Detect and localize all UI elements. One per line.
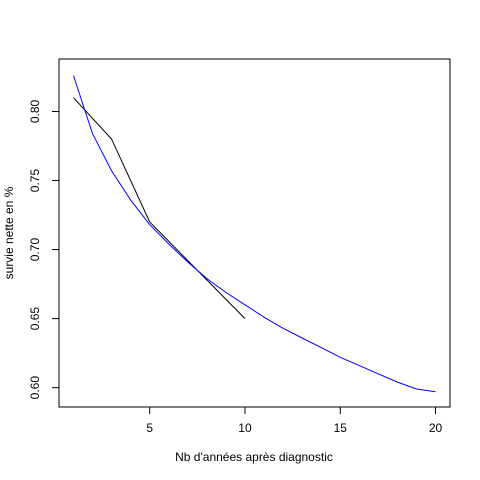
y-axis: 0.60 0.65 0.70 0.75 0.80 — [28, 99, 60, 400]
series-line-2 — [73, 75, 436, 393]
y-tick-label: 0.70 — [28, 238, 42, 262]
x-tick-label: 15 — [334, 421, 348, 435]
y-tick-label: 0.65 — [28, 307, 42, 331]
plot-frame — [58, 58, 451, 408]
y-tick-label: 0.75 — [28, 169, 42, 193]
series-line-1 — [73, 97, 246, 319]
series-layer — [73, 75, 436, 393]
y-axis-title: survie nette en % — [2, 186, 16, 279]
x-tick-label: 20 — [429, 421, 443, 435]
x-axis: 5 10 15 20 — [146, 406, 443, 435]
x-tick-label: 5 — [146, 421, 153, 435]
y-tick-label: 0.80 — [28, 99, 42, 123]
x-tick-label: 10 — [238, 421, 252, 435]
x-axis-title: Nb d'années après diagnostic — [175, 450, 333, 464]
y-tick-label: 0.60 — [28, 376, 42, 400]
